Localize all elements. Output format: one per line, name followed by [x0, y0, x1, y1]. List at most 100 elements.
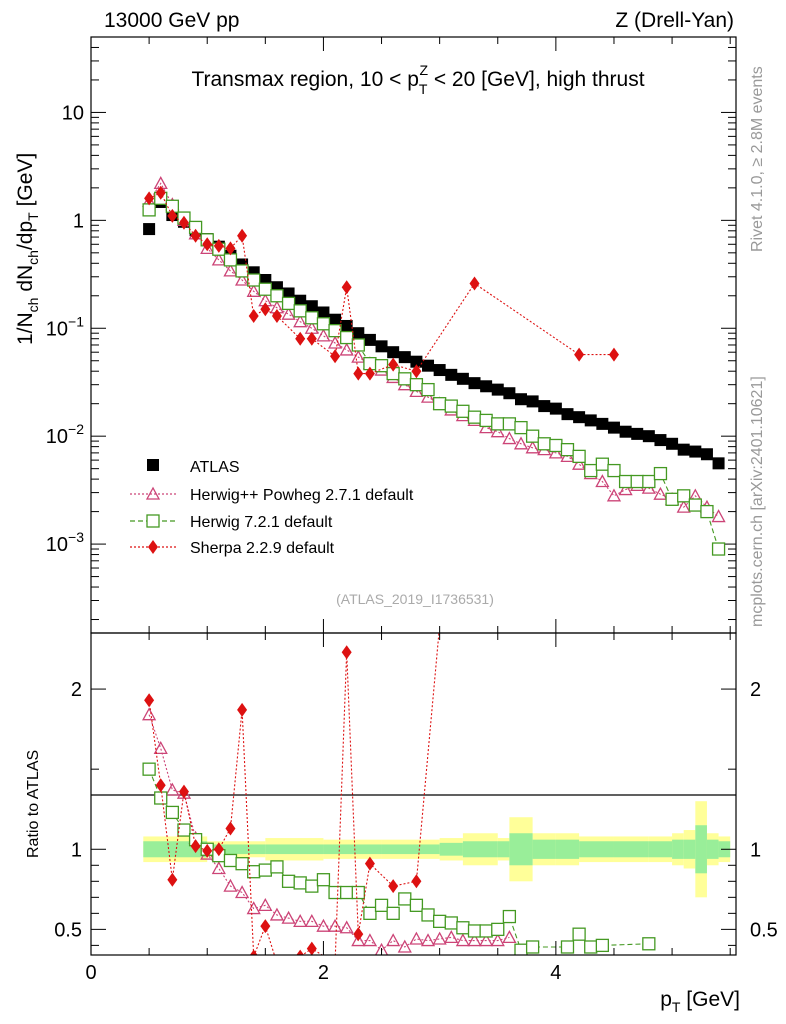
ratio-point-herwigpp: [153, 740, 168, 754]
ratio-point-herwigpp: [409, 931, 424, 945]
data-point-herwigpp: [339, 342, 354, 356]
ratio-point-herwig7: [177, 823, 191, 837]
ratio-point-herwig7: [491, 922, 505, 937]
ratio-point-herwigpp: [362, 933, 378, 947]
data-point-sherpa: [364, 366, 375, 381]
analysis-watermark: (ATLAS_2019_I1736531): [336, 591, 494, 607]
data-point-herwig7: [653, 466, 668, 481]
legend-label-herwigpp: Herwig++ Powheg 2.7.1 default: [190, 487, 414, 504]
legend: ATLAS Herwig++ Powheg 2.7.1 default Herw…: [130, 459, 414, 557]
ratio-point-herwig7: [154, 791, 168, 805]
ratio-point-herwigpp: [234, 885, 250, 899]
ratio-series-sherpa: [144, 633, 440, 955]
data-point-sherpa: [202, 237, 213, 252]
main-panel-ylabel: 1/Nch dNch/dpT [GeV]: [14, 153, 41, 345]
data-point-atlas: [433, 364, 446, 377]
ratio-point-herwig7: [595, 938, 610, 953]
ratio-point-herwigpp: [258, 897, 273, 911]
data-point-herwigpp: [502, 431, 517, 445]
ratio-point-herwigpp: [142, 707, 157, 721]
data-point-sherpa: [167, 208, 178, 223]
data-point-herwigpp: [595, 474, 610, 488]
ratio-point-herwigpp: [502, 930, 517, 944]
ratio-point-sherpa: [249, 949, 258, 955]
ratio-point-sherpa: [411, 874, 422, 889]
x-tick-label: 0: [85, 962, 96, 984]
data-point-atlas: [689, 445, 702, 458]
data-point-atlas: [712, 457, 725, 470]
data-point-herwig7: [549, 438, 563, 453]
data-point-atlas: [143, 223, 156, 236]
data-point-sherpa: [178, 215, 189, 230]
ratio-point-herwig7: [165, 805, 180, 820]
main-panel-frame: [90, 36, 737, 634]
data-point-sherpa: [213, 238, 224, 253]
ratio-point-herwig7: [421, 908, 435, 922]
legend-marker-sherpa: [148, 540, 158, 554]
data-point-atlas: [607, 421, 620, 434]
ratio-point-herwigpp: [304, 914, 319, 928]
series-atlas: [143, 195, 725, 470]
data-point-atlas: [456, 372, 469, 385]
uncertainty-band-inner: [648, 841, 673, 858]
data-point-herwig7: [398, 372, 412, 386]
data-point-herwig7: [560, 443, 575, 457]
ratio-point-herwigpp: [165, 782, 180, 796]
data-point-sherpa: [353, 366, 364, 381]
data-point-atlas: [375, 340, 388, 353]
ratio-point-herwig7: [560, 940, 575, 954]
ratio-point-herwig7: [514, 943, 528, 955]
data-point-herwig7: [223, 253, 238, 267]
data-point-herwig7: [142, 203, 156, 217]
data-point-herwig7: [537, 437, 551, 451]
ratio-point-herwig7: [572, 927, 586, 941]
data-point-herwigpp: [223, 263, 238, 277]
data-point-herwigpp: [653, 486, 668, 500]
ratio-panel: 2 21 10.5 0.50 2 4 Ratio to ATLAS pT [GeV]: [25, 632, 778, 1015]
uncertainty-band-inner: [706, 839, 719, 859]
ratio-point-herwig7: [316, 873, 331, 887]
uncertainty-band-inner: [497, 841, 510, 858]
ratio-point-sherpa: [213, 842, 224, 857]
uncertainty-band-inner: [672, 839, 684, 859]
data-point-herwig7: [525, 429, 540, 443]
main-panel-ticks: 10 1 10−1 10−2 10−3: [46, 36, 736, 633]
data-point-sherpa: [608, 347, 619, 362]
ratio-point-herwigpp: [374, 942, 389, 955]
uncertainty-band-inner: [683, 839, 696, 859]
ratio-point-herwig7: [351, 885, 365, 900]
y-tick-label: 10−1: [46, 313, 84, 340]
ratio-series-herwigpp: [142, 707, 517, 955]
legend-label-atlas: ATLAS: [190, 459, 240, 476]
data-point-sherpa: [306, 331, 317, 346]
data-point-atlas: [596, 417, 609, 430]
data-point-atlas: [387, 346, 400, 359]
ratio-point-herwigpp: [397, 939, 412, 953]
ratio-point-sherpa: [167, 872, 178, 887]
ratio-point-herwig7: [432, 914, 447, 929]
data-point-herwigpp: [351, 349, 366, 363]
data-point-sherpa: [341, 280, 352, 295]
ratio-point-herwigpp: [455, 933, 470, 947]
data-point-atlas: [561, 408, 574, 421]
ratio-point-herwig7: [444, 916, 458, 930]
ratio-point-herwigpp: [432, 931, 447, 945]
rivet-version-label: Rivet 4.1.0, ≥ 2.8M events: [749, 66, 766, 252]
data-point-herwig7: [293, 304, 307, 318]
ratio-point-herwig7: [525, 940, 540, 954]
data-point-herwigpp: [513, 436, 529, 450]
ratio-point-herwigpp: [351, 933, 366, 947]
ratio-y-tick-label-right: 0.5: [750, 919, 778, 941]
ratio-point-herwigpp: [316, 918, 331, 932]
ratio-panel-frame: [90, 632, 737, 956]
data-point-herwig7: [572, 449, 586, 464]
ratio-point-herwigpp: [246, 901, 261, 915]
data-point-herwig7: [642, 474, 656, 489]
data-point-herwigpp: [548, 445, 563, 459]
data-point-herwig7: [316, 317, 331, 331]
ratio-point-herwigpp: [211, 861, 226, 875]
data-point-atlas: [677, 443, 690, 456]
ratio-point-sherpa: [225, 821, 236, 836]
ratio-panel-ylabel: Ratio to ATLAS: [25, 750, 42, 858]
